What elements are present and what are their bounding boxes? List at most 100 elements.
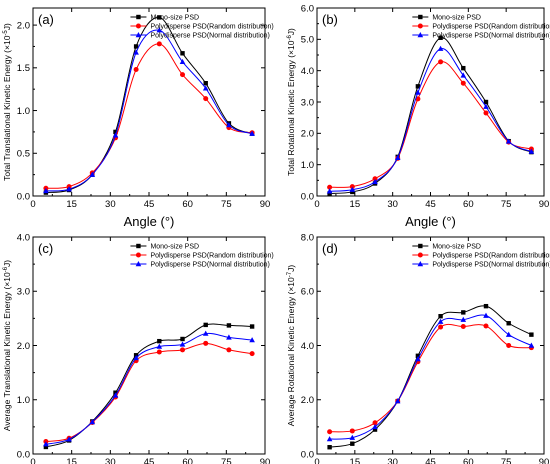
x-tick-label: 90	[539, 457, 550, 464]
legend-entry: Polydisperse PSD(Normal distribution)	[130, 32, 270, 40]
y-tick-label: 1.5	[17, 63, 30, 74]
legend-label: Polydisperse PSD(Random distribution)	[150, 24, 273, 31]
data-point	[249, 324, 255, 329]
data-point	[133, 354, 139, 361]
y-tick-label: 4.0	[301, 66, 314, 77]
series-line	[329, 314, 532, 440]
data-point	[157, 338, 162, 344]
x-tick-label: 30	[105, 199, 116, 210]
y-axis-label-exponent: -5	[3, 30, 9, 36]
data-point	[349, 428, 355, 434]
data-point	[415, 96, 421, 102]
data-point	[415, 356, 421, 362]
x-tick-label: 45	[144, 457, 155, 464]
legend-marker	[418, 243, 423, 249]
y-tick-label: 0.0	[301, 449, 314, 460]
data-point	[327, 184, 333, 190]
legend-entry: Polydisperse PSD(Normal distribution)	[412, 261, 550, 269]
x-tick-label: 30	[105, 457, 116, 464]
data-point	[66, 436, 72, 442]
data-point	[483, 110, 489, 116]
series-line	[45, 16, 253, 194]
data-point	[156, 343, 163, 349]
data-point	[460, 316, 467, 322]
chart-panel-a: 0 15 30 45 60 75 90 0.0 0.5 1.0 1.5 2.0 (a) Angle (°)…	[2, 7, 274, 229]
data-point	[326, 188, 333, 194]
y-axis-label-main: Average Rotational Kinetic Energy (×10	[286, 277, 296, 426]
data-point	[179, 58, 186, 65]
data-point	[415, 84, 421, 89]
legend-marker	[417, 261, 424, 267]
y-tick-label: 1.0	[17, 395, 30, 406]
legend-label: Polydisperse PSD(Random distribution)	[432, 253, 550, 260]
series-line	[329, 305, 532, 448]
y-tick-label: 0.0	[17, 449, 30, 460]
data-point	[461, 65, 466, 71]
y-tick-label: 2.0	[17, 20, 30, 31]
data-point	[372, 420, 378, 426]
data-point	[460, 72, 467, 78]
y-axis-label-main: Average Translational Kinetic Energy (×1…	[2, 272, 12, 431]
x-tick-label: 60	[463, 457, 474, 464]
data-point	[461, 310, 466, 315]
x-tick-label: 60	[182, 199, 193, 210]
data-point	[180, 336, 185, 342]
panel-label: (b)	[322, 12, 338, 27]
y-tick-label: 2.0	[301, 129, 314, 140]
data-point	[394, 398, 401, 404]
series-0	[327, 303, 534, 450]
x-tick-label: 0	[30, 199, 35, 210]
x-axis-label: Angle (°)	[405, 214, 456, 229]
x-tick-label: 30	[387, 199, 398, 210]
y-axis-label: Total Translational Kinetic Energy (×10-…	[2, 23, 12, 181]
data-point	[372, 423, 378, 430]
data-point	[326, 436, 333, 442]
data-point	[505, 138, 512, 144]
data-point	[89, 418, 96, 425]
data-point	[528, 148, 535, 154]
data-point	[112, 392, 119, 398]
data-point	[179, 341, 186, 347]
data-point	[372, 176, 378, 182]
data-point	[372, 427, 378, 432]
data-point	[528, 342, 535, 348]
data-point	[394, 154, 401, 160]
legend-marker	[135, 252, 141, 258]
series-line	[45, 332, 253, 445]
x-tick-label: 60	[463, 199, 474, 210]
x-tick-label: 90	[539, 199, 550, 210]
y-axis-label-exponent: -7	[287, 271, 293, 277]
y-axis-label-unit: J)	[2, 23, 12, 30]
series-0	[327, 35, 534, 196]
x-axis-label: Angle (°)	[124, 214, 175, 229]
data-point	[156, 27, 163, 33]
legend-label: Mono-size PSD	[432, 244, 481, 251]
series-1	[43, 340, 255, 445]
data-point	[437, 45, 444, 51]
data-point	[133, 67, 139, 73]
data-point	[506, 343, 512, 348]
series-1	[327, 59, 534, 190]
data-point	[438, 314, 443, 319]
legend-label: Polydisperse PSD(Normal distribution)	[150, 33, 269, 40]
y-tick-label: 0.0	[301, 191, 314, 202]
legend-marker	[135, 32, 142, 38]
series-1	[43, 41, 255, 191]
data-point	[505, 331, 512, 337]
x-tick-label: 75	[221, 457, 232, 464]
x-tick-label: 15	[66, 199, 77, 210]
data-point	[249, 130, 255, 136]
series-line	[329, 61, 532, 188]
series-2	[326, 312, 535, 442]
legend-label: Polydisperse PSD(Random distribution)	[150, 253, 273, 260]
y-axis-label-unit: J)	[286, 265, 296, 272]
data-point	[113, 129, 118, 135]
data-point	[43, 187, 49, 194]
legend-marker	[417, 252, 423, 258]
y-axis-label-main: Total Translational Kinetic Energy (×10	[2, 35, 12, 181]
legend-entry: Mono-size PSD	[412, 15, 481, 22]
data-point	[202, 85, 209, 91]
